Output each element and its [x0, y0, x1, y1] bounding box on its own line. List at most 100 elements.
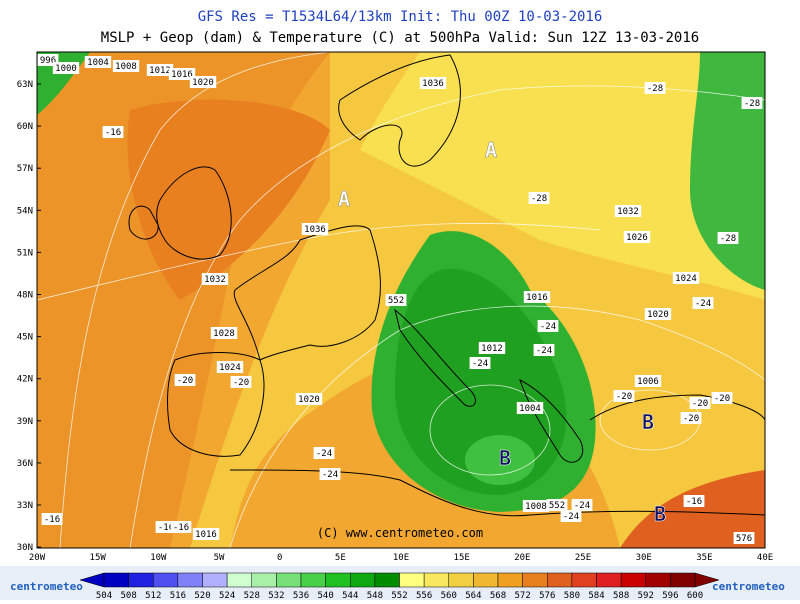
field-cool: [360, 52, 765, 300]
temperature-label: -20: [692, 399, 708, 409]
colorbar-label: 544: [342, 591, 358, 600]
temperature-label: -16: [44, 515, 60, 525]
credit: (C) www.centrometeo.com: [317, 526, 483, 540]
isoline: [429, 384, 551, 476]
temperature-label-box: [537, 320, 559, 332]
temperature-label: -20: [616, 392, 632, 402]
colorbar-swatch: [300, 572, 326, 588]
lon-label: 30E: [636, 553, 652, 563]
temperature-label-box: [41, 513, 63, 525]
colorbar-swatch: [670, 572, 696, 588]
isobar-label: 1020: [298, 395, 320, 405]
colorbar-label: 516: [170, 591, 186, 600]
colorbar-swatch: [226, 572, 252, 588]
temperature-label-box: [680, 412, 702, 424]
temperature-label-box: [613, 390, 635, 402]
isobar-label-box: [478, 342, 506, 354]
colorbar-swatch: [620, 572, 646, 588]
colorbar-swatch: [596, 572, 622, 588]
temperature-label-box: [230, 376, 252, 388]
temperature-label: -16: [173, 523, 189, 533]
isobar-label: 1016: [526, 293, 548, 303]
temperature-label-box: [313, 447, 335, 459]
field-warm: [37, 52, 330, 548]
temperature-label-box: [571, 499, 593, 511]
temperature-label-box: [689, 397, 711, 409]
pressure-center: A: [338, 187, 350, 211]
coastline: [156, 166, 232, 260]
temperature-label: -20: [714, 394, 730, 404]
isobar-label: 1008: [115, 62, 137, 72]
isobar-label: 576: [736, 534, 752, 544]
coastline: [128, 205, 159, 240]
colorbar-swatch: [350, 572, 376, 588]
isobar-label-box: [634, 375, 662, 387]
temperature-label: -28: [647, 84, 663, 94]
colorbar-label: 540: [317, 591, 333, 600]
temperature-label-box: [711, 392, 733, 404]
lon-label: 20W: [29, 553, 46, 563]
cutoff-low-inner: [395, 268, 567, 495]
pressure-center: B: [654, 502, 666, 526]
pressure-center: B: [499, 446, 511, 470]
isobar-label-box: [84, 56, 112, 68]
isobar-label: 552: [388, 296, 404, 306]
colorbar-label: 548: [367, 591, 383, 600]
colorbar-swatch: [325, 572, 351, 588]
trough-east: [690, 52, 765, 290]
lon-label: 10E: [393, 553, 409, 563]
colorbar-swatch: [645, 572, 671, 588]
isobar-label: 1012: [149, 66, 171, 76]
isobar-label: 1028: [213, 329, 235, 339]
temperature-label-box: [644, 82, 666, 94]
colorbar-swatch: [399, 572, 425, 588]
temperature-label-box: [692, 297, 714, 309]
temperature-label: -20: [233, 378, 249, 388]
colorbar-label: 532: [268, 591, 284, 600]
lat-label: 42N: [17, 375, 33, 385]
colorbar-label: 568: [490, 591, 506, 600]
isobar-label: 1012: [481, 344, 503, 354]
isobar-label-box: [168, 68, 196, 80]
isobar-label: 1016: [195, 530, 217, 540]
isobar-label-box: [301, 223, 329, 235]
temperature-label-box: [174, 374, 196, 386]
isobar-label-box: [733, 532, 755, 544]
isobar-label-box: [623, 231, 651, 243]
lon-label: 0: [277, 553, 282, 563]
isobar-label-box: [112, 60, 140, 72]
lat-label: 39N: [17, 417, 33, 427]
temperature-label: -24: [322, 470, 338, 480]
isobar-label: 1004: [519, 404, 541, 414]
isobar-label: 996: [40, 56, 56, 66]
title-line-1: GFS Res = T1534L64/13km Init: Thu 00Z 10…: [198, 9, 603, 25]
isobar-label-box: [192, 528, 220, 540]
temperature-label: -28: [531, 194, 547, 204]
colorbar-swatch: [251, 572, 277, 588]
isobar-label-box: [210, 327, 238, 339]
colorbar-label: 572: [514, 591, 530, 600]
map-frame: [36, 51, 766, 549]
logo-left: centrometeo: [10, 580, 83, 593]
isobar-label: 1024: [675, 274, 697, 284]
isobar-label: 1020: [647, 310, 669, 320]
colorbar-swatch: [202, 572, 228, 588]
isoline: [129, 85, 765, 548]
temperature-label-box: [469, 357, 491, 369]
isobar-label: 1032: [204, 275, 226, 285]
lon-label: 20E: [514, 553, 530, 563]
isobar-label: 1006: [637, 377, 659, 387]
isobar-label: 1008: [525, 502, 547, 512]
lat-label: 57N: [17, 164, 33, 174]
temperature-label: -24: [536, 346, 552, 356]
colorbar: 504 508 512 516 520 524 528 532 536 540 544 548 552 5…: [79, 572, 720, 601]
isobar-label: 552: [549, 501, 565, 511]
temperature-label: -28: [744, 99, 760, 109]
temperature-label-box: [741, 97, 763, 109]
colorbar-label: 560: [441, 591, 457, 600]
isobar-label-box: [523, 291, 551, 303]
isobar-label: 1004: [87, 58, 109, 68]
lat-label: 51N: [17, 248, 33, 258]
